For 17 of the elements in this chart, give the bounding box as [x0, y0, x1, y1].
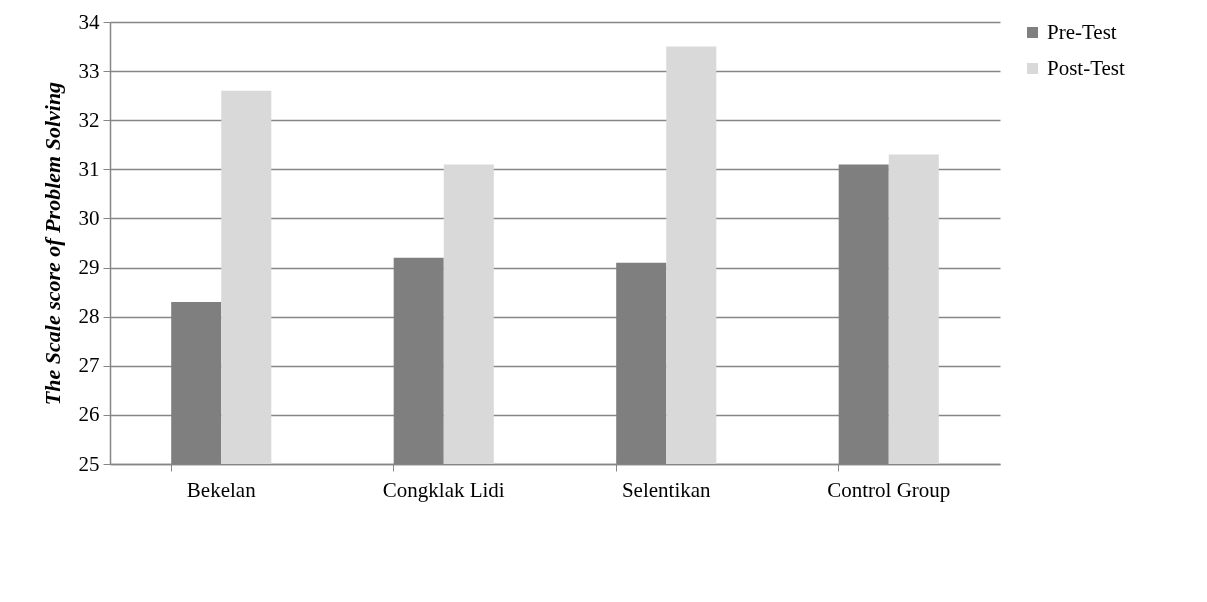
y-tick-label: 32 — [78, 107, 100, 132]
y-tick-label: 28 — [78, 304, 100, 329]
x-tick-label: Control Group — [827, 477, 951, 502]
y-tick-label: 29 — [78, 255, 100, 280]
y-tick-label: 27 — [78, 353, 100, 378]
y-axis-title: The Scale score of Problem Solving — [39, 81, 65, 406]
y-tick-label: 31 — [78, 156, 100, 181]
y-tick-label: 34 — [78, 9, 100, 34]
legend-label: Pre-Test — [1047, 19, 1117, 44]
y-tick-label: 25 — [78, 451, 100, 476]
y-tick-label: 33 — [78, 58, 100, 83]
x-tick-label: Bekelan — [186, 477, 257, 502]
x-tick-label: Congklak Lidi — [382, 477, 505, 502]
x-tick-label: Selentikan — [621, 477, 712, 502]
legend-label: Post-Test — [1047, 55, 1126, 80]
y-tick-label: 30 — [78, 205, 100, 230]
y-tick-label: 26 — [78, 402, 100, 427]
